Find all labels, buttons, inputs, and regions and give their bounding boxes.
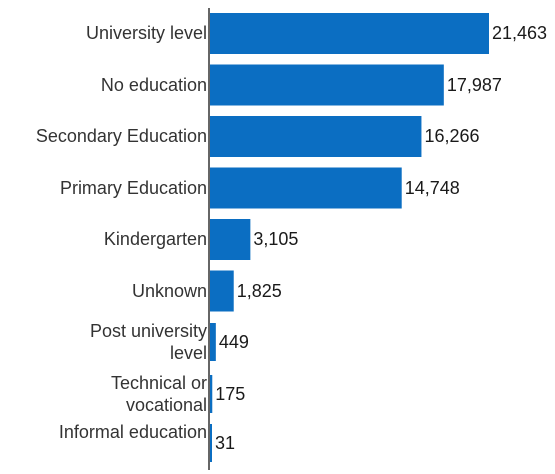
bar-no-education bbox=[210, 64, 444, 106]
bars-group bbox=[210, 13, 489, 462]
bar-university-level bbox=[210, 13, 489, 54]
bar-primary-education bbox=[210, 167, 402, 209]
bar-unknown bbox=[210, 270, 234, 312]
bar-technical-or-vocational bbox=[210, 375, 213, 413]
bar-kindergarten bbox=[210, 219, 251, 260]
bar-secondary-education bbox=[210, 116, 422, 157]
bar-informal-education bbox=[210, 424, 212, 462]
bar-post-university-level bbox=[210, 323, 216, 361]
